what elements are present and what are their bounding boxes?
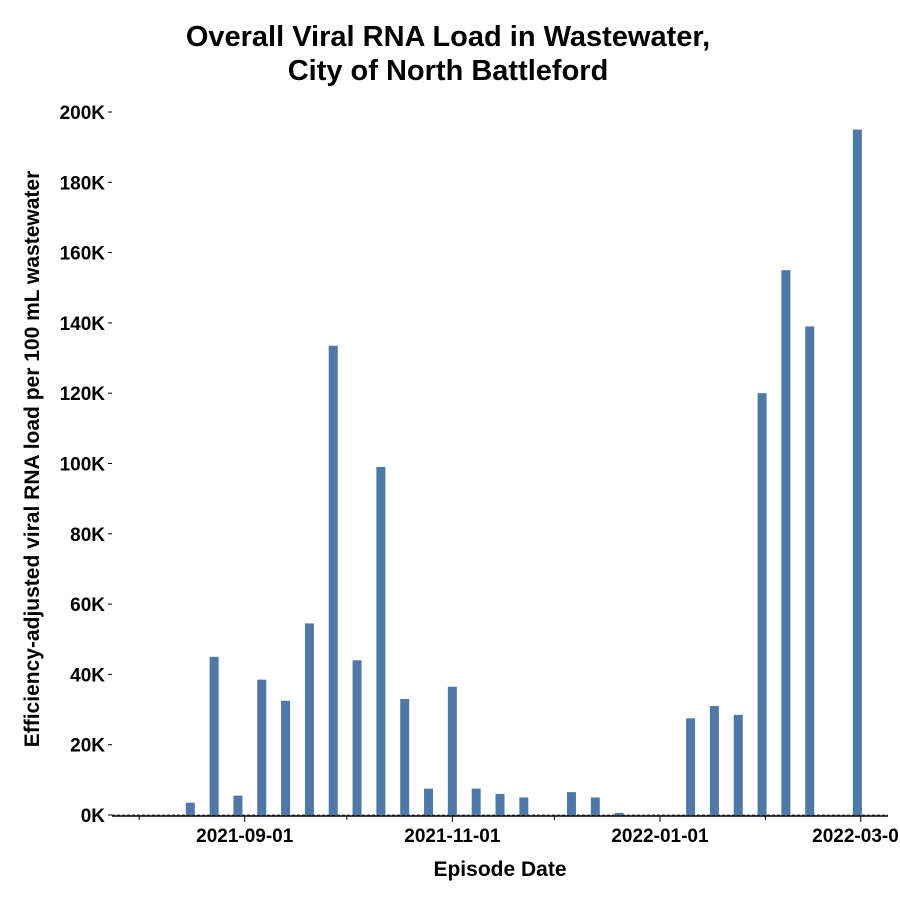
bar: [209, 656, 219, 815]
y-tick-label: 200K: [60, 103, 106, 124]
bar: [376, 467, 386, 815]
x-axis-title: Episode Date: [433, 858, 566, 881]
bar: [566, 792, 576, 815]
x-tick-label: 2022-03-01: [812, 826, 900, 847]
bar: [424, 788, 434, 815]
y-tick-label: 100K: [60, 455, 106, 476]
bar: [233, 795, 243, 815]
bar: [304, 623, 314, 815]
y-tick-label: 60K: [70, 595, 105, 616]
bar: [733, 714, 743, 815]
bar: [781, 270, 791, 815]
bar: [805, 326, 815, 815]
x-tick-label: 2021-11-01: [404, 826, 501, 847]
bar: [257, 679, 267, 815]
x-tick-label: 2022-01-01: [611, 826, 709, 847]
bar: [852, 129, 862, 815]
bar: [447, 686, 457, 815]
chart-subtitle: City of North Battleford: [288, 55, 609, 87]
y-tick-label: 0K: [81, 806, 106, 827]
bar: [686, 718, 696, 815]
y-tick-label: 160K: [60, 244, 106, 265]
bar: [328, 345, 338, 815]
bar: [519, 797, 529, 815]
chart-title: Overall Viral RNA Load in Wastewater,: [186, 21, 710, 53]
bar: [709, 706, 719, 815]
x-tick-label: 2021-09-01: [196, 826, 294, 847]
bar: [757, 393, 767, 815]
y-tick-label: 20K: [70, 736, 105, 757]
bar: [185, 802, 195, 815]
y-tick-label: 40K: [70, 665, 105, 686]
bar: [400, 699, 410, 815]
bar: [352, 660, 362, 815]
y-axis-title: Efficiency-adjusted viral RNA load per 1…: [21, 171, 44, 748]
bar: [495, 793, 505, 815]
y-tick-label: 140K: [60, 314, 106, 335]
y-tick-label: 180K: [60, 173, 106, 194]
bar: [614, 812, 624, 815]
bar: [281, 700, 291, 815]
y-tick-label: 120K: [60, 384, 106, 405]
bar: [590, 797, 600, 815]
plot-area: 0K 20K 40K 60K 80K 100K 120K 140K 160K 180K 200K 20…: [60, 103, 900, 847]
y-tick-label: 80K: [70, 525, 105, 546]
bar: [471, 788, 481, 815]
